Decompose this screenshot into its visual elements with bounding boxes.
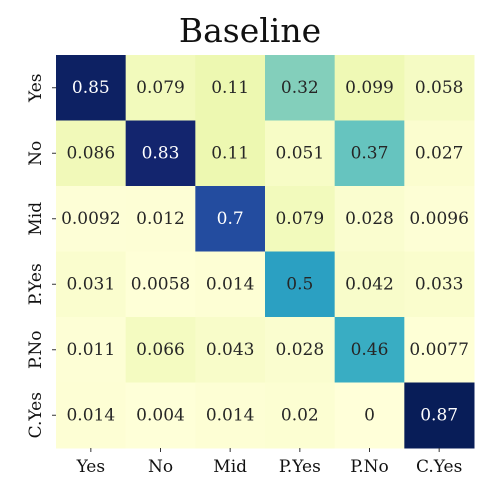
y-tick-label: P.No [26,330,46,369]
y-tick-label: P.Yes [26,263,46,305]
cell-value-label: 0.004 [136,405,185,425]
heatmap-cell-4-5 [404,317,475,383]
cell-value-label: 0.086 [66,143,115,163]
cell-value-label: 0.058 [415,78,464,98]
cell-value-label: 0.099 [345,78,394,98]
heatmap-cell-5-4 [334,382,405,449]
y-tick-label: C.Yes [26,392,46,438]
cell-value-label: 0.11 [211,78,249,98]
cell-value-label: 0.042 [345,274,394,294]
heatmap-cell-2-2 [195,186,266,252]
cell-value-label: 0.014 [206,274,255,294]
cell-value-label: 0.0096 [409,209,468,229]
x-tick-label: Mid [213,457,247,477]
cell-value-label: 0.37 [351,143,389,163]
x-tick-label: C.Yes [416,457,462,477]
x-tick-label: No [148,457,173,477]
heatmap-cell-0-5 [404,55,475,121]
heatmap-cell-0-4 [334,55,405,121]
cell-value-label: 0.028 [275,340,324,360]
heatmap-cell-4-1 [125,317,196,383]
chart-title: Baseline [178,11,322,50]
heatmap-cell-5-5 [404,382,475,449]
heatmap-cell-2-5 [404,186,475,252]
y-tick-label: No [26,141,46,166]
y-tick-label: Yes [26,73,46,103]
heatmap-cell-3-0 [56,251,127,318]
heatmap-cell-2-4 [334,186,405,252]
heatmap-cell-3-5 [404,251,475,318]
cell-value-label: 0.027 [415,143,464,163]
heatmap-cell-0-3 [265,55,336,121]
cell-value-label: 0.87 [420,405,458,425]
cell-value-label: 0.5 [286,274,313,294]
cell-value-label: 0.7 [217,209,244,229]
heatmap-cell-0-0 [56,55,127,121]
heatmap-cell-5-0 [56,382,127,449]
cell-value-label: 0.043 [206,340,255,360]
cell-value-label: 0 [364,405,375,425]
heatmap-cell-2-1 [125,186,196,252]
cell-value-label: 0.0077 [409,340,468,360]
cell-value-label: 0.32 [281,78,319,98]
heatmap-cell-3-3 [265,251,336,318]
cell-value-label: 0.0058 [131,274,190,294]
cell-value-label: 0.051 [275,143,324,163]
cell-value-label: 0.02 [281,405,319,425]
heatmap-cell-4-3 [265,317,336,383]
cell-value-label: 0.012 [136,209,185,229]
heatmap-cell-4-4 [334,317,405,383]
x-tick-label: P.No [350,457,389,477]
cell-value-label: 0.011 [66,340,115,360]
cell-value-label: 0.85 [72,78,110,98]
cell-value-label: 0.83 [142,143,180,163]
heatmap-cell-2-3 [265,186,336,252]
cell-value-label: 0.014 [66,405,115,425]
cell-value-label: 0.014 [206,405,255,425]
heatmap-cell-5-3 [265,382,336,449]
cell-value-label: 0.46 [351,340,389,360]
heatmap-cell-1-2 [195,120,266,187]
cell-value-label: 0.031 [66,274,115,294]
cell-value-label: 0.079 [275,209,324,229]
heatmap-cell-3-4 [334,251,405,318]
heatmap-cell-1-4 [334,120,405,187]
cell-value-label: 0.033 [415,274,464,294]
heatmap-cell-3-2 [195,251,266,318]
heatmap-cell-4-0 [56,317,127,383]
heatmap-cell-4-2 [195,317,266,383]
cell-value-label: 0.028 [345,209,394,229]
cell-value-label: 0.079 [136,78,185,98]
heatmap-cell-1-5 [404,120,475,187]
cell-value-label: 0.0092 [61,209,120,229]
y-tick-label: Mid [26,202,46,236]
heatmap-cell-0-2 [195,55,266,121]
heatmap-cell-1-3 [265,120,336,187]
x-tick-label: Yes [76,457,106,477]
heatmap-cell-3-1 [125,251,196,318]
heatmap-cell-5-1 [125,382,196,449]
x-tick-label: P.Yes [279,457,321,477]
heatmap-cell-2-0 [56,186,127,252]
heatmap-cell-5-2 [195,382,266,449]
cell-value-label: 0.066 [136,340,185,360]
cell-value-label: 0.11 [211,143,249,163]
heatmap-cell-1-0 [56,120,127,187]
heatmap-cell-0-1 [125,55,196,121]
heatmap-cell-1-1 [125,120,196,187]
